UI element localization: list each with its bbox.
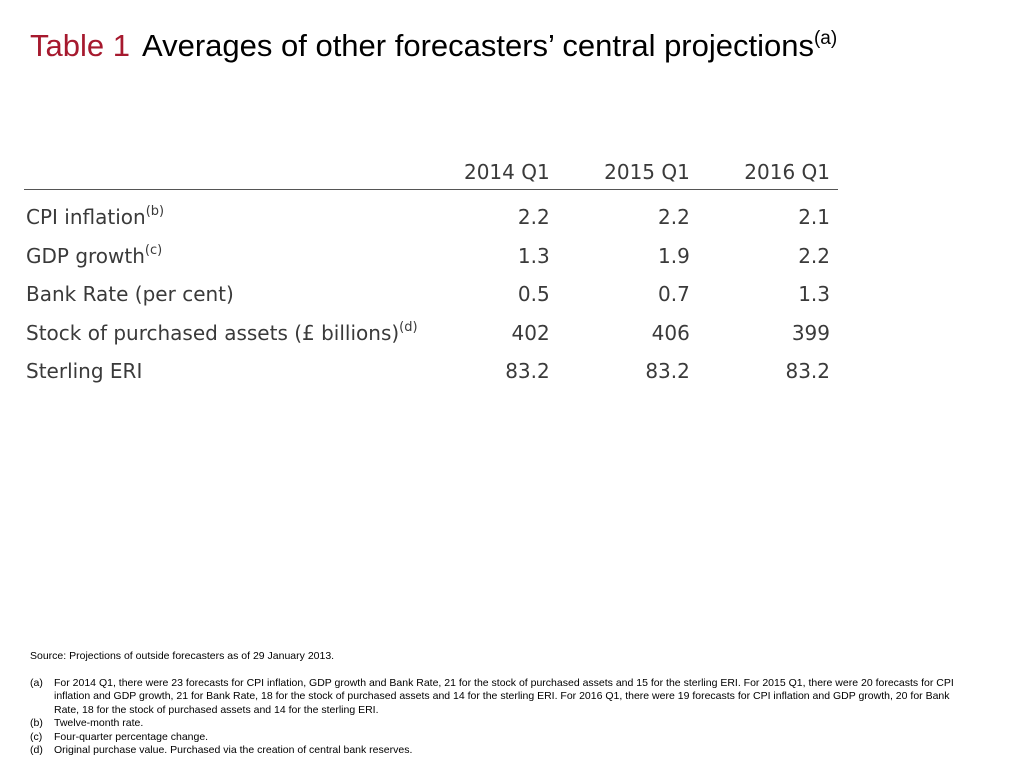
table-row: GDP growth(c) 1.3 1.9 2.2 — [24, 237, 838, 276]
table-cell: 399 — [791, 320, 830, 345]
footnote-text: Original purchase value. Purchased via t… — [54, 744, 413, 757]
table-cell: 1.9 — [658, 243, 690, 268]
row-label-text: Sterling ERI — [26, 359, 143, 384]
slide-title: Table 1 Averages of other forecasters’ ce… — [30, 28, 837, 64]
footnote-mark: (a) — [30, 677, 43, 689]
row-label-text: GDP growth — [26, 243, 145, 268]
row-label-text: Bank Rate (per cent) — [26, 282, 234, 307]
table-cell: 2.2 — [658, 205, 690, 230]
footnote-ref: (d) — [399, 319, 418, 335]
row-label: Stock of purchased assets (£ billions)(d… — [24, 314, 418, 353]
footnote-mark: (d) — [30, 744, 43, 757]
column-header: 2014 Q1 — [417, 150, 558, 190]
table-cell: 402 — [511, 320, 550, 345]
row-label: CPI inflation(b) — [24, 190, 418, 237]
row-label: GDP growth(c) — [24, 237, 418, 276]
footnote: (a) For 2014 Q1, there were 23 forecasts… — [30, 677, 960, 717]
table-row: Sterling ERI 83.2 83.2 83.2 — [24, 352, 838, 391]
table-row: Stock of purchased assets (£ billions)(d… — [24, 314, 838, 353]
row-label: Sterling ERI — [24, 352, 418, 391]
source-note: Source: Projections of outside forecaste… — [30, 650, 335, 662]
table-cell: 83.2 — [645, 359, 690, 384]
title-footnote-ref: (a) — [813, 28, 838, 49]
table-cell: 406 — [651, 320, 690, 345]
footnote-text: Twelve-month rate. — [54, 717, 144, 730]
table-cell: 2.1 — [798, 205, 830, 230]
table-cell: 83.2 — [505, 359, 550, 384]
table-cell: 0.7 — [658, 282, 690, 307]
footnote-ref: (c) — [144, 242, 163, 258]
footnote: (d) Original purchase value. Purchased v… — [30, 744, 960, 757]
row-label-text: Stock of purchased assets (£ billions) — [26, 320, 400, 345]
table-cell: 1.3 — [517, 243, 550, 268]
table-cell: 1.3 — [798, 282, 830, 307]
footnotes: (a) For 2014 Q1, there were 23 forecasts… — [30, 677, 960, 757]
title-text: Averages of other forecasters’ central p… — [141, 28, 814, 63]
footnote-mark: (c) — [30, 730, 43, 743]
table-cell: 83.2 — [785, 359, 830, 384]
column-header: 2016 Q1 — [697, 150, 838, 190]
table-row: CPI inflation(b) 2.2 2.2 2.1 — [24, 190, 838, 237]
row-label-header — [24, 150, 418, 190]
table-cell: 0.5 — [517, 282, 550, 307]
footnote: (c) Four-quarter percentage change. — [30, 731, 960, 744]
table-row: Bank Rate (per cent) 0.5 0.7 1.3 — [24, 275, 838, 314]
footnote: (b) Twelve-month rate. — [30, 717, 960, 730]
footnote-text: Four-quarter percentage change. — [54, 730, 209, 743]
table-cell: 2.2 — [517, 205, 550, 230]
table-header-row: 2014 Q1 2015 Q1 2016 Q1 — [24, 150, 838, 190]
forecast-table: 2014 Q1 2015 Q1 2016 Q1 CPI inflation(b)… — [24, 150, 838, 391]
footnote-ref: (b) — [145, 204, 165, 220]
column-header: 2015 Q1 — [557, 150, 698, 190]
title-label: Table 1 — [30, 28, 130, 63]
row-label: Bank Rate (per cent) — [24, 275, 418, 314]
table-cell: 2.2 — [798, 243, 830, 268]
footnote-mark: (b) — [30, 717, 43, 730]
row-label-text: CPI inflation — [26, 205, 146, 230]
footnote-text: For 2014 Q1, there were 23 forecasts for… — [54, 677, 954, 716]
